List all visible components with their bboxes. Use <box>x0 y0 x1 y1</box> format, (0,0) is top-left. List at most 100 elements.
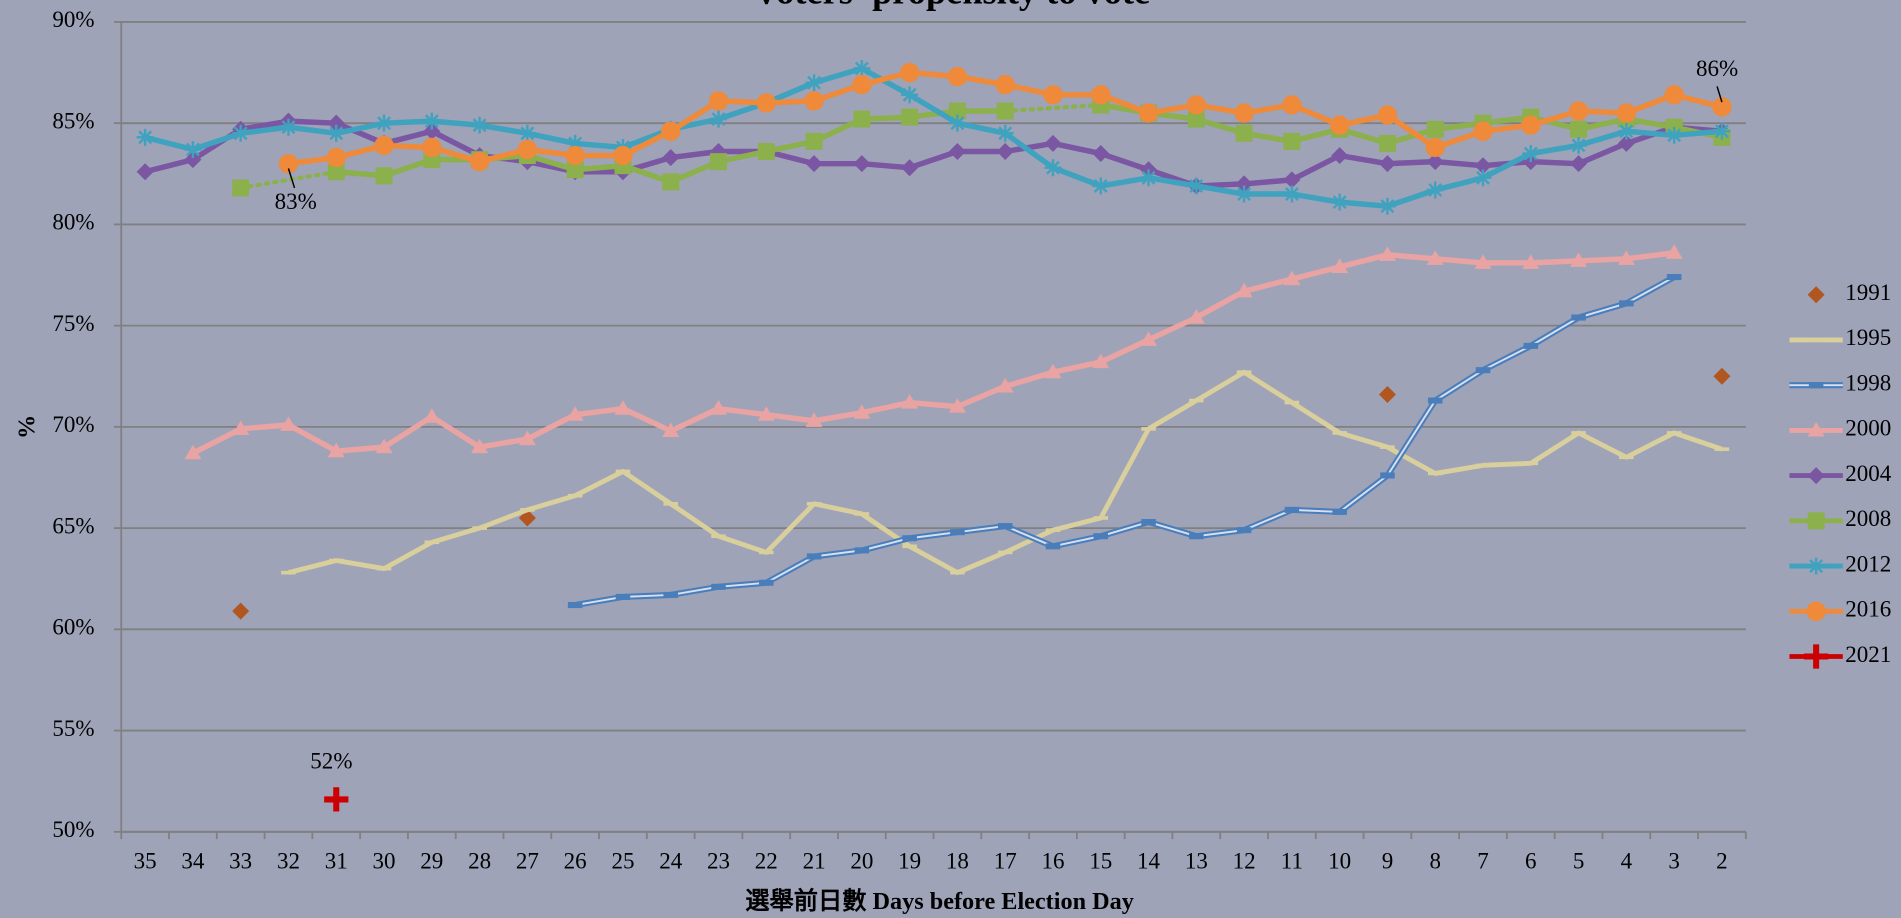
marker-rect <box>1523 342 1539 349</box>
marker-triangle <box>566 406 584 421</box>
marker-circle <box>1091 85 1111 105</box>
marker-dash <box>759 550 774 555</box>
marker-circle <box>326 147 346 168</box>
marker-diamond <box>710 143 727 161</box>
marker-asterisk <box>136 128 154 146</box>
series-line-inner <box>575 276 1675 606</box>
marker-circle <box>1234 103 1254 123</box>
marker-rect <box>1284 506 1300 513</box>
x-tick-label: 2 <box>1716 848 1728 874</box>
x-tick-label: 11 <box>1281 848 1303 874</box>
x-tick-label: 29 <box>420 848 443 874</box>
marker-rect <box>854 547 870 554</box>
y-tick-label: 75% <box>52 310 94 336</box>
marker-diamond <box>996 143 1014 161</box>
y-axis-title: % <box>14 415 41 439</box>
marker-circle <box>1138 103 1159 123</box>
marker-triangle <box>1617 250 1635 265</box>
marker-circle <box>708 91 729 111</box>
series-line <box>144 65 1723 209</box>
data-label: 83% <box>275 188 317 214</box>
marker-dash <box>1236 370 1252 375</box>
y-tick-label: 50% <box>52 816 94 842</box>
legend-label: 2016 <box>1845 596 1891 622</box>
marker-diamond <box>662 149 680 167</box>
marker-plus <box>324 787 349 812</box>
marker-dash <box>854 512 870 516</box>
marker-asterisk <box>1426 181 1444 199</box>
marker-square <box>1283 132 1301 150</box>
marker-rect <box>1475 367 1491 374</box>
marker-circle <box>374 135 394 156</box>
marker-square <box>901 108 919 126</box>
marker-circle <box>422 137 442 158</box>
marker-dash <box>1284 400 1300 405</box>
marker-triangle <box>662 422 680 437</box>
marker-triangle <box>1283 270 1301 286</box>
marker-dash <box>1714 447 1730 451</box>
marker-triangle <box>710 400 727 415</box>
marker-square <box>662 173 680 191</box>
marker-asterisk <box>1665 126 1683 144</box>
marker-rect <box>1141 519 1156 526</box>
chart-title: Voters' propensity to vote <box>753 0 1150 12</box>
marker-asterisk <box>1378 197 1396 215</box>
marker-dash <box>1189 398 1204 403</box>
marker-asterisk <box>471 116 489 134</box>
marker-rect <box>711 583 726 590</box>
marker-triangle <box>614 400 632 415</box>
marker-circle <box>1186 95 1207 115</box>
marker-triangle <box>996 377 1014 393</box>
legend-label: 2021 <box>1845 641 1891 667</box>
y-tick-label: 90% <box>52 6 94 32</box>
marker-triangle <box>1092 353 1110 369</box>
marker-asterisk <box>948 114 966 132</box>
legend-label: 2000 <box>1845 415 1891 441</box>
marker-square <box>232 179 250 197</box>
x-tick-label: 18 <box>946 848 969 874</box>
marker-asterisk <box>423 112 441 130</box>
x-tick-label: 17 <box>994 848 1017 874</box>
x-tick-label: 32 <box>277 848 300 874</box>
x-tick-label: 3 <box>1668 848 1680 874</box>
marker-diamond <box>853 155 871 173</box>
x-tick-label: 27 <box>516 848 539 874</box>
marker-asterisk <box>1522 145 1540 163</box>
marker-diamond <box>1617 134 1635 152</box>
x-tick-label: 28 <box>468 848 491 874</box>
marker-diamond <box>948 143 966 161</box>
marker-dash <box>1475 463 1491 468</box>
marker-circle <box>1521 115 1541 135</box>
x-tick-label: 6 <box>1525 848 1537 874</box>
marker-asterisk <box>901 86 919 104</box>
marker-circle <box>565 145 585 166</box>
marker-circle <box>1329 115 1350 135</box>
x-tick-label: 26 <box>564 848 587 874</box>
marker-triangle <box>1474 254 1492 269</box>
marker-circle <box>1664 85 1684 105</box>
x-tick-label: 23 <box>707 848 730 874</box>
marker-rect <box>1427 397 1443 404</box>
marker-dash <box>1045 528 1061 532</box>
data-label: 86% <box>1696 55 1738 81</box>
marker-circle <box>1616 103 1637 123</box>
data-label: 52% <box>310 747 352 773</box>
x-tick-label: 10 <box>1328 848 1351 874</box>
marker-dash <box>711 534 726 539</box>
legend-label: 2012 <box>1845 550 1891 576</box>
marker-rect <box>950 529 965 536</box>
marker-asterisk <box>1092 177 1110 195</box>
marker-asterisk <box>710 110 727 128</box>
marker-asterisk <box>996 124 1014 142</box>
marker-circle <box>995 75 1015 95</box>
marker-dash <box>902 544 917 549</box>
marker-circle <box>1473 121 1493 141</box>
marker-circle <box>1377 105 1398 125</box>
marker-dash <box>1141 427 1156 431</box>
marker-asterisk <box>1283 185 1301 203</box>
marker-circle <box>613 145 633 166</box>
marker-rect <box>1808 382 1824 389</box>
marker-asterisk <box>1235 185 1253 203</box>
